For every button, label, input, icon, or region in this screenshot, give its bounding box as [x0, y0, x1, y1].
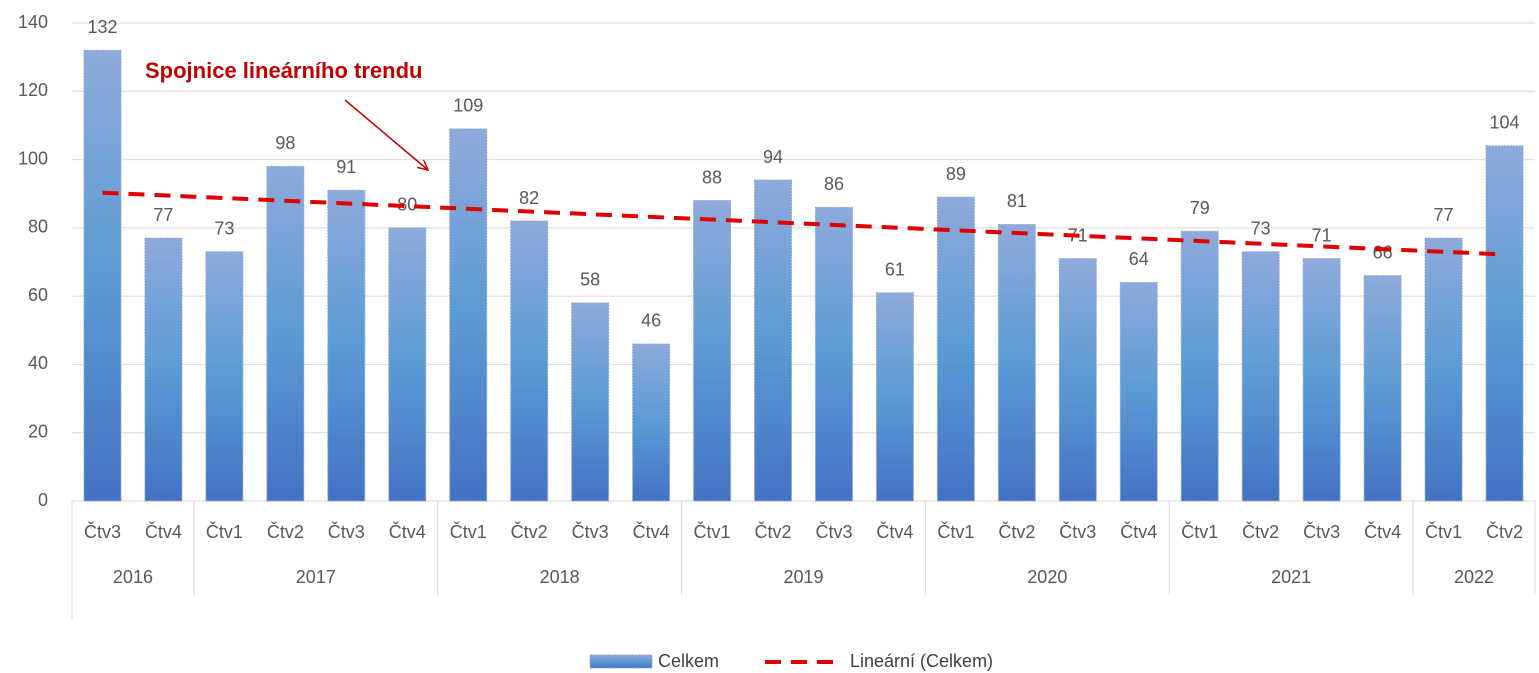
value-label: 81 — [1007, 191, 1027, 211]
x-tick-label: Čtv3 — [1303, 521, 1340, 542]
x-tick-label: Čtv1 — [694, 521, 731, 542]
x-tick-label: Čtv2 — [755, 521, 792, 542]
value-label: 109 — [453, 96, 483, 116]
y-tick-label: 80 — [28, 217, 48, 237]
group-label: 2016 — [113, 567, 153, 587]
group-label: 2018 — [540, 567, 580, 587]
legend-swatch — [589, 654, 653, 669]
bar — [1119, 281, 1158, 502]
y-tick-label: 100 — [18, 148, 48, 168]
x-tick-label: Čtv3 — [84, 521, 121, 542]
bar — [1058, 258, 1097, 502]
x-tick-label: Čtv3 — [1059, 521, 1096, 542]
value-label: 64 — [1129, 249, 1149, 269]
value-label: 80 — [397, 195, 417, 215]
bar — [936, 196, 975, 502]
bar — [814, 206, 853, 502]
value-label: 58 — [580, 270, 600, 290]
x-tick-label: Čtv3 — [572, 521, 609, 542]
bar — [875, 292, 914, 502]
annotation: Spojnice lineárního trendu — [145, 58, 422, 83]
bar — [997, 223, 1036, 502]
y-tick-label: 140 — [18, 12, 48, 32]
bar — [327, 189, 366, 502]
value-label: 46 — [641, 311, 661, 331]
value-label: 132 — [87, 17, 117, 37]
x-tick-label: Čtv1 — [1181, 521, 1218, 542]
value-label: 82 — [519, 188, 539, 208]
bar — [632, 343, 671, 502]
value-label: 66 — [1373, 242, 1393, 262]
value-label: 94 — [763, 147, 783, 167]
value-label: 73 — [1251, 219, 1271, 239]
value-label: 71 — [1312, 225, 1332, 245]
y-tick-label: 0 — [38, 490, 48, 510]
y-tick-label: 20 — [28, 421, 48, 441]
value-label: 61 — [885, 259, 905, 279]
y-tick-label: 40 — [28, 353, 48, 373]
x-tick-label: Čtv2 — [1242, 521, 1279, 542]
value-label: 89 — [946, 164, 966, 184]
legend-label: Celkem — [658, 651, 719, 671]
value-label: 79 — [1190, 198, 1210, 218]
x-tick-label: Čtv4 — [389, 521, 426, 542]
value-label: 77 — [1434, 205, 1454, 225]
group-label: 2022 — [1454, 567, 1494, 587]
bar — [388, 227, 427, 502]
bar — [1302, 258, 1341, 502]
y-tick-label: 120 — [18, 80, 48, 100]
x-tick-label: Čtv2 — [267, 521, 304, 542]
value-label: 98 — [275, 133, 295, 153]
x-tick-label: Čtv4 — [1364, 521, 1401, 542]
x-tick-label: Čtv2 — [998, 521, 1035, 542]
group-label: 2017 — [296, 567, 336, 587]
group-label: 2020 — [1027, 567, 1067, 587]
bar — [1485, 145, 1524, 502]
x-tick-label: Čtv2 — [511, 521, 548, 542]
bar — [571, 302, 610, 502]
group-label: 2021 — [1271, 567, 1311, 587]
x-tick-label: Čtv4 — [876, 521, 913, 542]
value-label: 73 — [214, 219, 234, 239]
x-tick-label: Čtv1 — [206, 521, 243, 542]
x-tick-label: Čtv1 — [1425, 521, 1462, 542]
bar — [83, 49, 122, 502]
x-tick-label: Čtv3 — [815, 521, 852, 542]
bar — [1180, 230, 1219, 502]
bar — [144, 237, 183, 502]
x-tick-label: Čtv4 — [145, 521, 182, 542]
trend-line — [102, 190, 1505, 257]
bar — [693, 200, 732, 502]
bar — [754, 179, 793, 502]
x-tick-label: Čtv4 — [1120, 521, 1157, 542]
x-tick-label: Čtv2 — [1486, 521, 1523, 542]
x-tick-label: Čtv1 — [450, 521, 487, 542]
bar — [1424, 237, 1463, 502]
value-label: 104 — [1489, 113, 1519, 133]
value-label: 77 — [153, 205, 173, 225]
bar — [449, 128, 488, 502]
x-tick-label: Čtv4 — [633, 521, 670, 542]
bar — [1241, 251, 1280, 502]
annotation-arrow — [344, 99, 428, 170]
legend-label: Lineární (Celkem) — [850, 651, 993, 671]
group-label: 2019 — [783, 567, 823, 587]
value-label: 86 — [824, 174, 844, 194]
x-tick-label: Čtv3 — [328, 521, 365, 542]
bar — [266, 165, 305, 502]
bar — [1363, 275, 1402, 502]
value-label: 91 — [336, 157, 356, 177]
bar — [205, 251, 244, 502]
value-label: 88 — [702, 167, 722, 187]
bar — [510, 220, 549, 502]
x-tick-label: Čtv1 — [937, 521, 974, 542]
y-tick-label: 60 — [28, 285, 48, 305]
